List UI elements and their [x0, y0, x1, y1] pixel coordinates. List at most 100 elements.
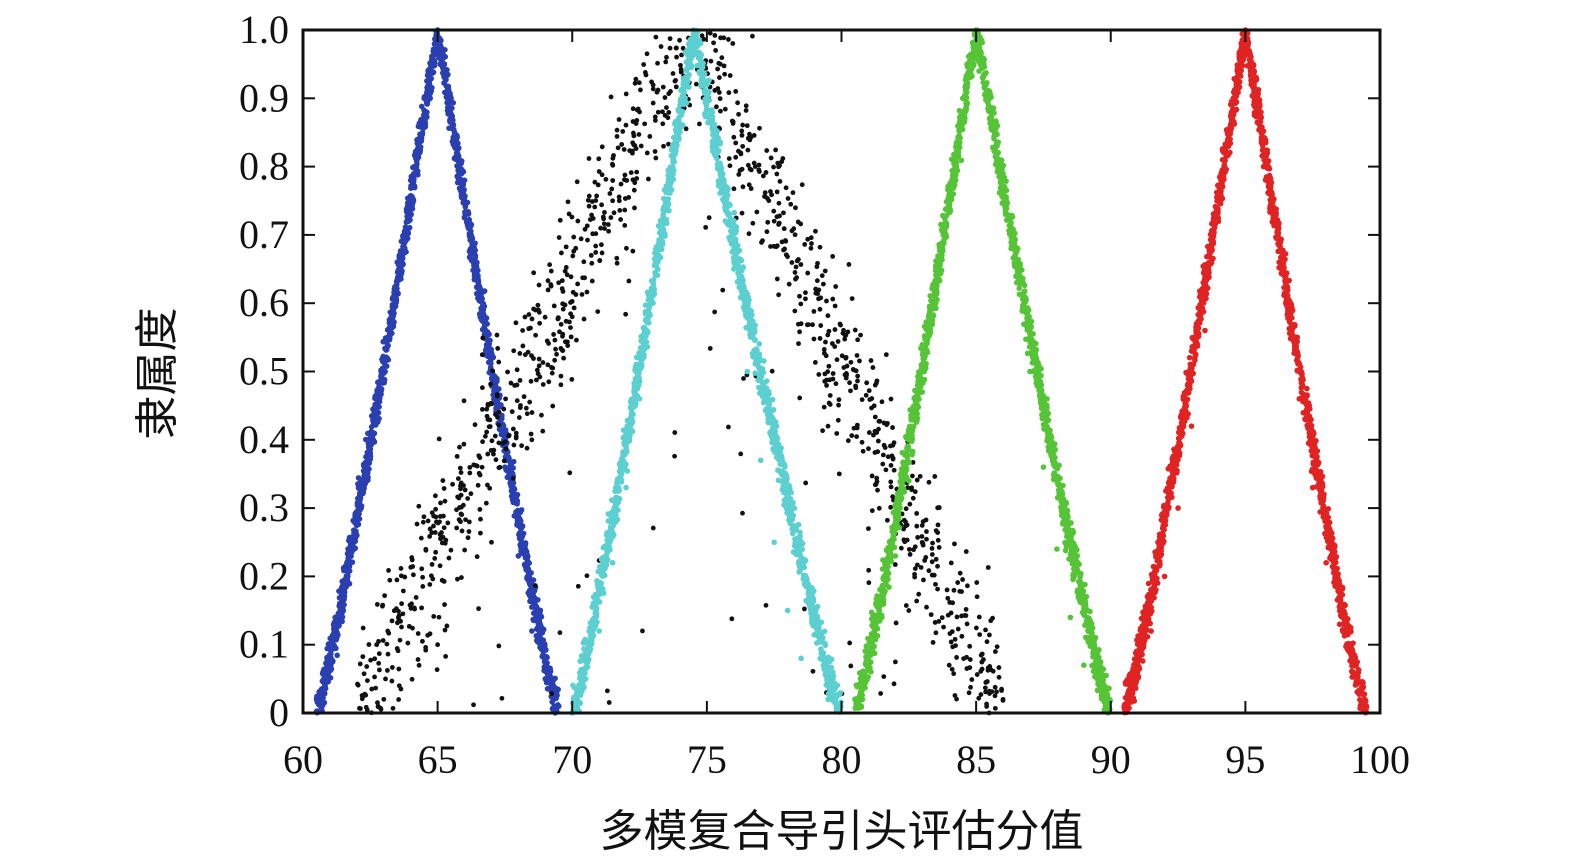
scatter-point — [472, 422, 478, 428]
scatter-point — [792, 232, 798, 238]
scatter-point — [544, 686, 551, 692]
scatter-point — [538, 613, 545, 620]
scatter-point — [756, 341, 763, 347]
scatter-point — [599, 144, 605, 150]
scatter-point — [593, 243, 599, 249]
scatter-point — [890, 494, 896, 500]
scatter-point — [609, 186, 615, 192]
scatter-point — [590, 231, 596, 237]
scatter-point — [455, 476, 461, 481]
scatter-point — [586, 203, 592, 209]
scatter-point — [364, 678, 370, 683]
scatter-point — [444, 89, 451, 96]
scatter-point — [797, 529, 803, 536]
scatter-point — [855, 337, 861, 343]
scatter-point — [517, 541, 523, 548]
scatter-point — [466, 519, 472, 525]
scatter-point — [330, 621, 337, 628]
scatter-point — [1040, 464, 1047, 470]
scatter-point — [592, 179, 598, 185]
scatter-point — [552, 357, 558, 363]
scatter-point — [476, 606, 481, 612]
scatter-point — [382, 593, 388, 599]
scatter-point — [809, 241, 814, 246]
scatter-point — [872, 482, 878, 488]
scatter-point — [892, 562, 898, 567]
scatter-point — [713, 48, 719, 53]
scatter-point — [623, 122, 629, 128]
scatter-point — [389, 678, 395, 684]
scatter-point — [552, 685, 559, 692]
scatter-point — [779, 478, 785, 485]
scatter-point — [788, 489, 794, 496]
scatter-point — [810, 589, 816, 595]
scatter-point — [707, 346, 713, 351]
scatter-point — [869, 473, 875, 479]
scatter-point — [654, 89, 660, 95]
scatter-point — [616, 117, 622, 122]
scatter-point — [536, 282, 542, 288]
scatter-point — [927, 293, 933, 299]
scatter-point — [706, 77, 712, 84]
scatter-point — [478, 308, 485, 315]
scatter-point — [814, 264, 820, 270]
scatter-point — [321, 674, 328, 680]
scatter-point — [591, 625, 597, 632]
scatter-point — [996, 674, 1002, 680]
scatter-point — [494, 392, 500, 397]
scatter-point — [1000, 697, 1006, 703]
scatter-point — [431, 614, 437, 619]
scatter-point — [965, 583, 970, 589]
scatter-point — [503, 446, 509, 452]
scatter-point — [724, 192, 731, 198]
scatter-point — [380, 365, 386, 372]
scatter-point — [402, 574, 408, 580]
scatter-point — [628, 406, 635, 413]
scatter-point — [413, 153, 420, 160]
scatter-point — [736, 247, 743, 254]
scatter-point — [398, 566, 404, 571]
scatter-point — [618, 471, 624, 478]
scatter-point — [623, 311, 629, 317]
scatter-point — [790, 190, 796, 196]
scatter-point — [983, 689, 989, 695]
scatter-point — [524, 574, 530, 580]
scatter-point — [848, 359, 854, 365]
scatter-point — [757, 125, 762, 131]
scatter-point — [903, 603, 909, 608]
scatter-point — [399, 601, 405, 607]
scatter-point — [787, 512, 793, 519]
scatter-point — [536, 356, 542, 362]
scatter-point — [924, 529, 929, 534]
scatter-point — [968, 684, 973, 690]
scatter-point — [672, 430, 678, 435]
scatter-point — [912, 489, 918, 495]
scatter-point — [960, 577, 965, 582]
scatter-point — [794, 275, 800, 280]
scatter-point — [893, 620, 899, 626]
scatter-point — [650, 100, 656, 106]
scatter-point — [487, 417, 493, 423]
scatter-point — [823, 339, 828, 345]
scatter-point — [507, 470, 514, 477]
scatter-series-3 — [569, 27, 844, 716]
scatter-point — [953, 643, 958, 649]
scatter-point — [479, 464, 485, 470]
scatter-point — [556, 235, 562, 240]
scatter-point — [818, 631, 825, 638]
scatter-point — [798, 301, 804, 307]
scatter-point — [535, 307, 541, 313]
scatter-point — [477, 507, 483, 512]
scatter-point — [494, 404, 500, 411]
scatter-point — [493, 374, 499, 381]
scatter-point — [914, 598, 920, 604]
scatter-point — [769, 368, 775, 374]
scatter-point — [813, 286, 819, 292]
scatter-point — [623, 91, 629, 97]
scatter-point — [522, 314, 528, 320]
scatter-point — [493, 457, 499, 463]
scatter-point — [963, 549, 969, 554]
scatter-point — [630, 411, 636, 418]
scatter-point — [396, 608, 401, 614]
scatter-point — [828, 681, 835, 688]
